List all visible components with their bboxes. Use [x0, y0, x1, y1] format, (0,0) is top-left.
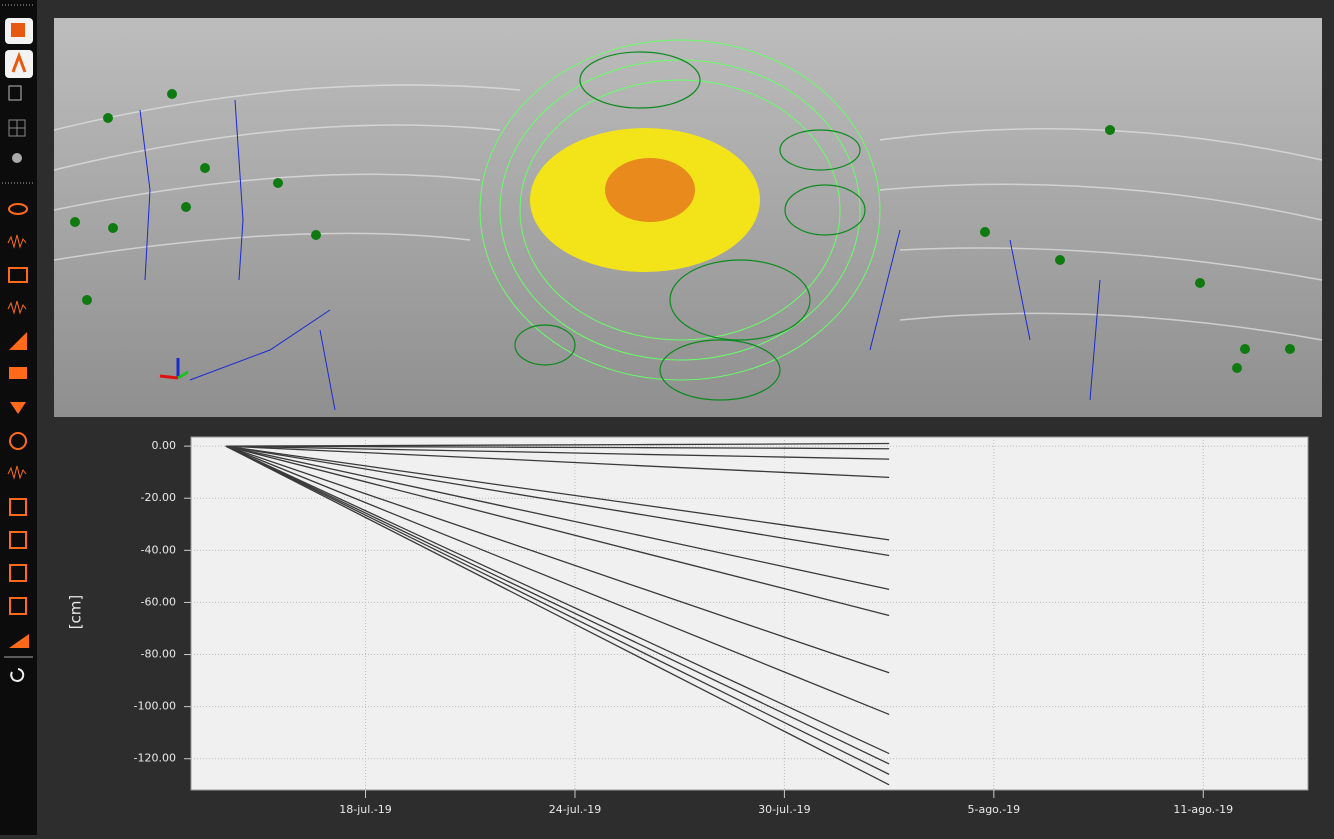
tool-button[interactable] — [10, 402, 26, 414]
series-line — [225, 445, 890, 765]
tool-button[interactable] — [9, 367, 27, 379]
contours — [479, 39, 881, 381]
tool-icon — [11, 23, 25, 37]
y-tick-label: -100.00 — [134, 700, 176, 713]
y-tick-label: -120.00 — [134, 752, 176, 765]
tool-button[interactable] — [8, 119, 26, 137]
tool-button[interactable] — [8, 203, 28, 215]
toolbar-icons — [2, 4, 35, 682]
tool-icon — [11, 51, 27, 73]
tool-button[interactable] — [9, 634, 29, 648]
toolbar — [0, 0, 37, 835]
tool-button[interactable] — [9, 564, 27, 582]
series-line — [225, 445, 890, 541]
tool-button[interactable] — [10, 668, 25, 682]
y-tick-label: -60.00 — [141, 595, 176, 608]
x-tick-label: 11-ago.-19 — [1173, 803, 1233, 816]
tool-button[interactable] — [8, 85, 22, 101]
y-tick-label: -20.00 — [141, 491, 176, 504]
tool-button[interactable] — [9, 597, 27, 615]
x-tick-label: 24-jul.-19 — [549, 803, 602, 816]
x-tick-label: 30-jul.-19 — [758, 803, 811, 816]
series-line — [225, 445, 890, 450]
heat-zone — [605, 158, 695, 222]
y-tick-label: -80.00 — [141, 648, 176, 661]
prisms — [70, 89, 1295, 373]
3d-view — [53, 18, 1323, 417]
series-line — [225, 445, 890, 557]
tool-button[interactable] — [7, 300, 27, 315]
series-line — [225, 445, 890, 755]
y-axis-label: [cm] — [67, 595, 85, 630]
tool-button[interactable] — [9, 531, 27, 549]
x-tick-label: 18-jul.-19 — [339, 803, 392, 816]
y-tick-label: 0.00 — [152, 439, 177, 452]
series-line — [225, 442, 890, 447]
series-line — [225, 445, 890, 786]
series-line — [225, 445, 890, 617]
x-tick-label: 5-ago.-19 — [967, 803, 1020, 816]
tool-button[interactable] — [9, 498, 27, 516]
y-tick-label: -40.00 — [141, 543, 176, 556]
tool-button[interactable] — [8, 267, 28, 283]
series-line — [225, 445, 890, 775]
cracks — [139, 99, 1101, 411]
series-line — [225, 445, 890, 479]
plot-area — [190, 436, 1309, 791]
tool-button[interactable] — [12, 153, 22, 163]
series-line — [225, 445, 890, 674]
tool-button[interactable] — [7, 234, 27, 249]
benches — [53, 84, 1323, 341]
series-line — [225, 445, 890, 460]
tool-button[interactable] — [9, 432, 27, 450]
tool-button[interactable] — [9, 332, 27, 350]
series-line — [225, 445, 890, 716]
axis-gizmo — [159, 358, 189, 380]
tool-button[interactable] — [7, 465, 27, 480]
series-line — [225, 445, 890, 591]
prism-zones — [514, 51, 866, 401]
